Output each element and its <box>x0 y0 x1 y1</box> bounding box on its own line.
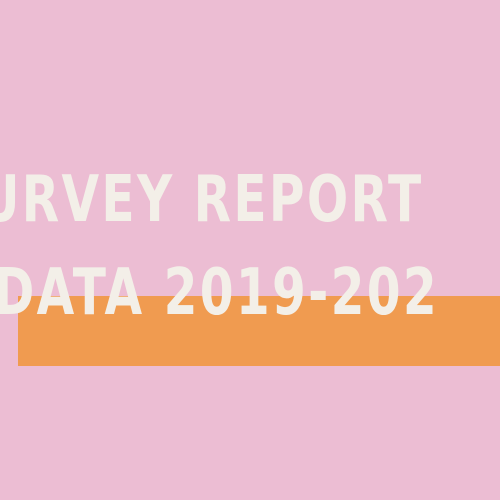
headline-line-1: URVEY REPORT <box>0 163 424 237</box>
highlight-band <box>18 296 500 366</box>
headline-line-2: DATA 2019-202 <box>0 256 439 330</box>
